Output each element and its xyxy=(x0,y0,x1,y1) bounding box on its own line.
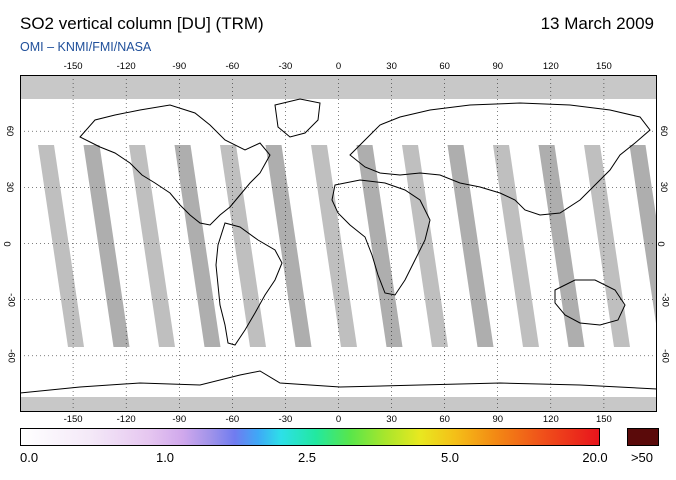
so2-map xyxy=(20,75,657,412)
lon-tick-label-top: 0 xyxy=(335,61,342,72)
lat-tick-label-left: 0 xyxy=(1,240,13,247)
colorbar-max-label: >50 xyxy=(630,450,654,465)
graticule xyxy=(20,75,657,412)
lon-tick-label-top: 60 xyxy=(439,61,450,72)
orbit-gap-strip xyxy=(538,145,585,347)
lon-tick-label-top: -120 xyxy=(116,61,136,72)
lat-tick-label-right: 60 xyxy=(657,125,669,137)
orbit-gap-strip xyxy=(220,145,266,347)
lat-tick-label-left: -60 xyxy=(5,348,17,363)
lon-tick-label-bottom: -30 xyxy=(278,414,293,425)
orbit-gap-strip xyxy=(38,145,84,347)
antarctica-outline xyxy=(20,370,657,394)
colorbar-label: 1.0 xyxy=(155,450,175,465)
australia-outline xyxy=(554,279,626,326)
orbit-gap-strip xyxy=(265,145,312,347)
lon-tick-label-bottom: 0 xyxy=(335,414,342,425)
orbit-gap-strip xyxy=(629,145,657,331)
greenland-outline xyxy=(274,98,321,138)
colorbar xyxy=(20,428,600,446)
lon-tick-label-top: 30 xyxy=(386,61,397,72)
lat-tick-label-left: 60 xyxy=(3,125,15,137)
orbit-gap-strip xyxy=(447,145,494,347)
lon-tick-label-bottom: 90 xyxy=(492,414,504,425)
colorbar-label: 0.0 xyxy=(20,450,39,465)
lon-tick-label-bottom: -150 xyxy=(63,414,83,425)
lon-tick-label-bottom: -90 xyxy=(172,414,187,425)
lat-tick-label-right: 30 xyxy=(657,182,669,193)
lon-tick-label-top: 90 xyxy=(492,61,504,72)
north-america-outline xyxy=(79,104,271,226)
lon-tick-label-top: 120 xyxy=(542,61,559,72)
lon-tick-label-bottom: 150 xyxy=(595,414,612,425)
orbit-gap-strip xyxy=(584,145,630,347)
lon-tick-label-top: 150 xyxy=(595,61,612,72)
orbit-gap-strip xyxy=(356,145,403,347)
orbit-gap-strip xyxy=(174,145,221,347)
lon-tick-label-bottom: 60 xyxy=(439,414,450,425)
data-credit: OMI – KNMI/FMI/NASA xyxy=(20,40,152,54)
lon-tick-label-bottom: 30 xyxy=(386,414,397,425)
lon-tick-label-bottom: -120 xyxy=(116,414,136,425)
orbit-swath-gaps xyxy=(38,145,657,347)
lon-tick-label-top: -60 xyxy=(225,61,240,72)
lat-tick-label-right: -30 xyxy=(659,292,671,307)
colorbar-label: 5.0 xyxy=(440,450,460,465)
lat-tick-label-left: -30 xyxy=(5,292,17,307)
orbit-gap-strip xyxy=(83,145,130,347)
lon-tick-label-bottom: -60 xyxy=(225,414,240,425)
lat-tick-label-left: 30 xyxy=(3,182,15,193)
lon-tick-label-top: -30 xyxy=(278,61,293,72)
colorbar-label: 2.5 xyxy=(297,450,317,465)
south-america-outline xyxy=(215,222,283,346)
europe-asia-outline xyxy=(349,102,651,216)
orbit-gap-strip xyxy=(129,145,175,347)
map-title: SO2 vertical column [DU] (TRM) xyxy=(20,14,264,33)
colorbar-label: 20.0 xyxy=(582,450,608,465)
map-frame xyxy=(20,75,657,412)
africa-outline xyxy=(331,179,431,296)
lon-tick-label-bottom: 120 xyxy=(542,414,559,425)
lon-tick-label-top: -90 xyxy=(172,61,187,72)
map-date: 13 March 2009 xyxy=(540,14,654,33)
lat-tick-label-right: -60 xyxy=(659,348,671,363)
coastlines xyxy=(20,98,657,394)
lon-tick-label-top: -150 xyxy=(63,61,83,72)
south-no-data-band xyxy=(20,397,657,412)
colorbar-overflow-swatch xyxy=(627,428,659,446)
orbit-gap-strip xyxy=(311,145,357,347)
